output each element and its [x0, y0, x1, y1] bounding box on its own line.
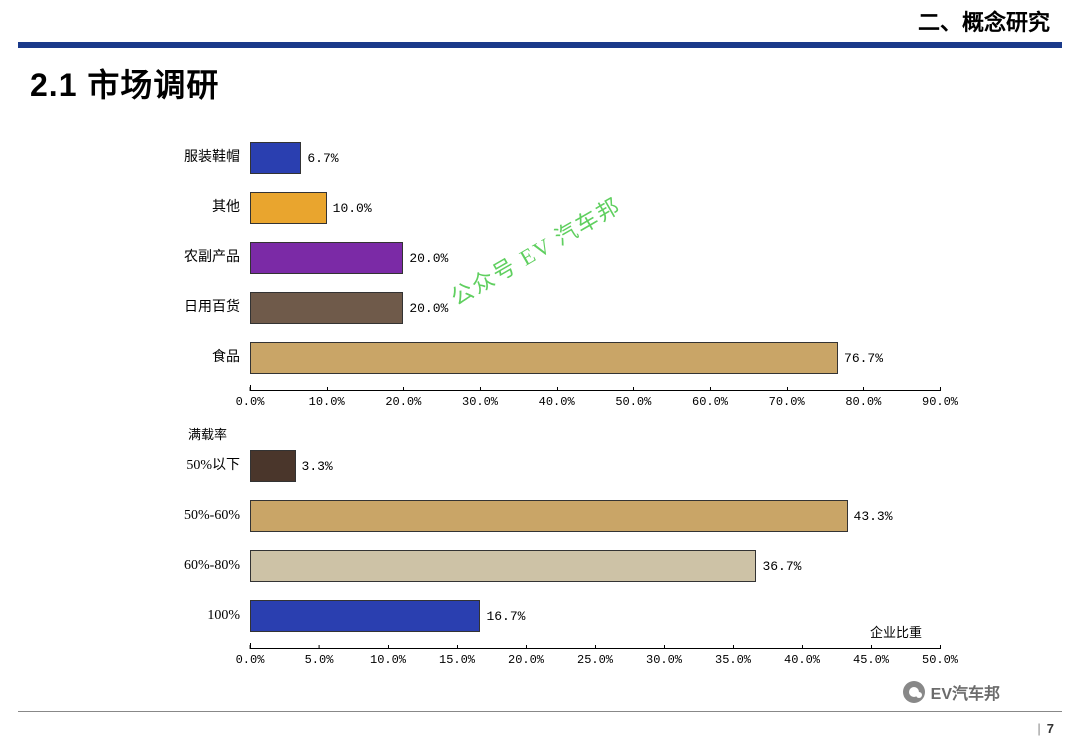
bar-track: 6.7% — [250, 142, 960, 174]
chart-goods-category: 服装鞋帽 6.7% 其他 10.0% 农副产品 20.0% 日用百货 20.0% 食品 76.7%… — [140, 140, 960, 414]
bar-track: 43.3% — [250, 500, 960, 532]
category-label: 50%以下 — [140, 458, 250, 473]
bar — [250, 550, 756, 582]
bar-track: 20.0% — [250, 292, 960, 324]
bar-row: 60%-80% 36.7% — [140, 548, 960, 584]
header-rule — [18, 42, 1062, 48]
axis-tick: 35.0% — [715, 649, 751, 667]
value-label: 6.7% — [307, 151, 338, 166]
bar-track: 10.0% — [250, 192, 960, 224]
category-label: 50%-60% — [140, 508, 250, 523]
category-label: 服装鞋帽 — [140, 150, 250, 165]
category-label: 100% — [140, 608, 250, 623]
bar — [250, 292, 403, 324]
chart2-x-title: 企业比重 — [870, 622, 950, 641]
axis-tick: 10.0% — [309, 391, 345, 409]
axis-tick: 0.0% — [236, 649, 265, 667]
bar-track: 20.0% — [250, 242, 960, 274]
axis-tick: 40.0% — [784, 649, 820, 667]
bar-row: 100% 16.7% — [140, 598, 960, 634]
axis-tick: 30.0% — [646, 649, 682, 667]
bar-track: 16.7% — [250, 600, 960, 632]
axis-tick: 20.0% — [508, 649, 544, 667]
header: 二、概念研究 — [0, 0, 1080, 42]
value-label: 3.3% — [302, 459, 333, 474]
page-number: |7 — [1037, 721, 1054, 736]
bar-track: 36.7% — [250, 550, 960, 582]
axis-tick: 15.0% — [439, 649, 475, 667]
value-label: 36.7% — [762, 559, 801, 574]
value-label: 43.3% — [854, 509, 893, 524]
chart2-x-axis: 0.0%5.0%10.0%15.0%20.0%25.0%30.0%35.0%40… — [250, 648, 940, 672]
bar-row: 日用百货 20.0% — [140, 290, 960, 326]
bar-row: 食品 76.7% — [140, 340, 960, 376]
bar-row: 50%-60% 43.3% — [140, 498, 960, 534]
bar-row: 农副产品 20.0% — [140, 240, 960, 276]
bar-track: 76.7% — [250, 342, 960, 374]
axis-tick: 30.0% — [462, 391, 498, 409]
axis-tick: 20.0% — [385, 391, 421, 409]
chart-load-rate: 满载率 50%以下3.3%50%-60%43.3%60%-80%36.7%100… — [140, 444, 960, 672]
wechat-icon — [903, 681, 925, 703]
axis-tick: 25.0% — [577, 649, 613, 667]
category-label: 日用百货 — [140, 300, 250, 315]
axis-tick: 0.0% — [236, 391, 265, 409]
axis-tick: 60.0% — [692, 391, 728, 409]
value-label: 10.0% — [333, 201, 372, 216]
axis-tick: 50.0% — [922, 649, 958, 667]
axis-tick: 10.0% — [370, 649, 406, 667]
axis-tick: 40.0% — [539, 391, 575, 409]
category-label: 其他 — [140, 200, 250, 215]
bar — [250, 500, 848, 532]
chart2-y-title: 满载率 — [188, 424, 227, 443]
bar-row: 服装鞋帽 6.7% — [140, 140, 960, 176]
axis-tick: 50.0% — [615, 391, 651, 409]
page-title: 2.1 市场调研 — [30, 60, 219, 106]
axis-tick: 45.0% — [853, 649, 889, 667]
category-label: 食品 — [140, 350, 250, 365]
value-label: 20.0% — [409, 251, 448, 266]
value-label: 76.7% — [844, 351, 883, 366]
bar-row: 50%以下 3.3% — [140, 448, 960, 484]
bar — [250, 192, 327, 224]
wechat-label: EV汽车邦 — [931, 680, 1000, 704]
footer-rule — [18, 711, 1062, 712]
bar — [250, 450, 296, 482]
bar-row: 其他 10.0% — [140, 190, 960, 226]
axis-tick: 5.0% — [305, 649, 334, 667]
wechat-badge: EV汽车邦 — [903, 680, 1000, 704]
value-label: 20.0% — [409, 301, 448, 316]
category-label: 60%-80% — [140, 558, 250, 573]
axis-tick: 80.0% — [845, 391, 881, 409]
category-label: 农副产品 — [140, 250, 250, 265]
chart1-x-axis: 0.0%10.0%20.0%30.0%40.0%50.0%60.0%70.0%8… — [250, 390, 940, 414]
charts-container: 服装鞋帽 6.7% 其他 10.0% 农副产品 20.0% 日用百货 20.0% 食品 76.7%… — [140, 140, 960, 702]
section-label: 二、概念研究 — [918, 5, 1050, 37]
bar — [250, 600, 480, 632]
bar — [250, 142, 301, 174]
bar — [250, 342, 838, 374]
bar — [250, 242, 403, 274]
axis-tick: 70.0% — [769, 391, 805, 409]
axis-tick: 90.0% — [922, 391, 958, 409]
bar-track: 3.3% — [250, 450, 960, 482]
value-label: 16.7% — [486, 609, 525, 624]
